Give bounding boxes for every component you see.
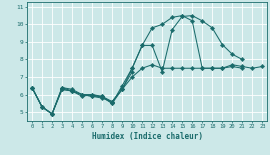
X-axis label: Humidex (Indice chaleur): Humidex (Indice chaleur) bbox=[92, 132, 203, 141]
